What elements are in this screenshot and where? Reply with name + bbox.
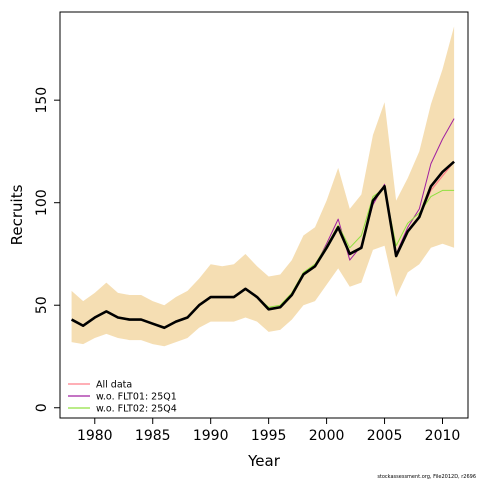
y-tick-label: 100	[34, 189, 50, 216]
x-tick-label: 1985	[135, 428, 171, 444]
y-tick-label: 150	[34, 87, 50, 114]
y-axis: 0 50 100 150	[34, 87, 60, 412]
x-tick-label: 1980	[77, 428, 113, 444]
estimate-line	[70, 160, 455, 330]
x-tick-label: 1995	[251, 428, 287, 444]
x-tick-label: 2010	[425, 428, 461, 444]
footer-credit: stockassessment.org, File2012D, r2696	[377, 474, 476, 480]
confidence-band-layer	[71, 26, 455, 347]
y-tick-label: 50	[34, 296, 50, 314]
x-axis: 1980 1985 1990 1995 2000 2005 2010	[77, 417, 461, 444]
y-axis-label: Recruits	[8, 184, 26, 245]
legend-label-2: w.o. FLT01: 25Q1	[96, 392, 177, 403]
x-tick-label: 2000	[309, 428, 345, 444]
legend-label-1: All data	[96, 380, 132, 391]
series-layer	[70, 118, 455, 330]
legend-label-3: w.o. FLT02: 25Q4	[96, 404, 177, 415]
confidence-band	[71, 26, 455, 347]
y-tick-label: 0	[34, 403, 50, 412]
x-axis-label: Year	[247, 452, 281, 470]
x-tick-label: 1990	[193, 428, 229, 444]
x-tick-label: 2005	[367, 428, 403, 444]
